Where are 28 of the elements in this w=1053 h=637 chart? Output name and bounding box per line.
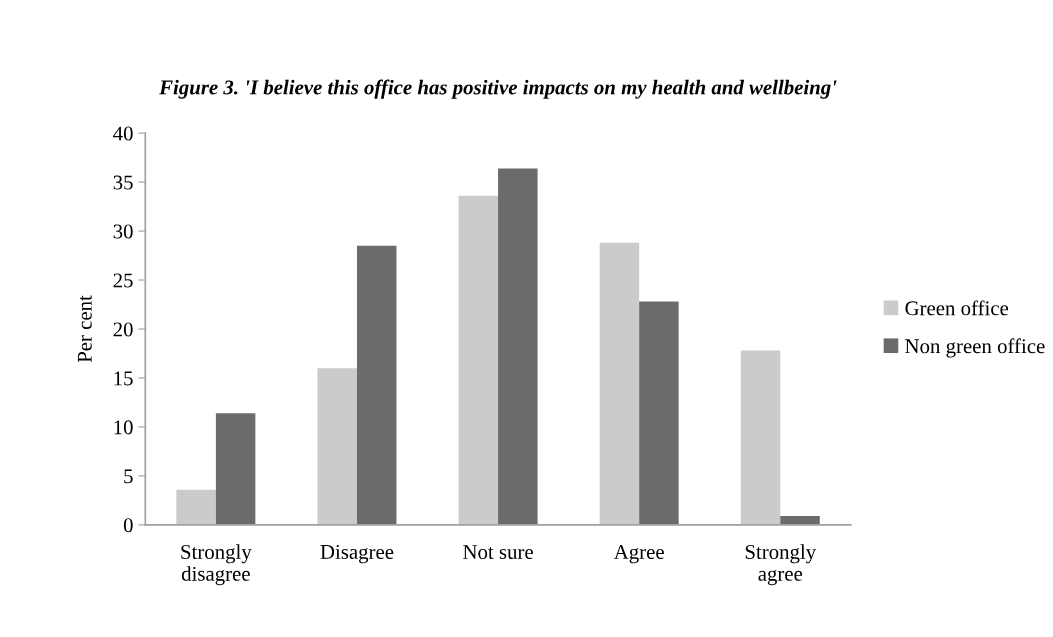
bar bbox=[599, 242, 640, 525]
bar bbox=[780, 516, 820, 525]
chart-title: Figure 3. 'I believe this office has positive impacts on my health and wellbeing' bbox=[159, 79, 837, 99]
bar bbox=[356, 245, 397, 525]
y-tick-label: 30 bbox=[113, 224, 133, 239]
y-tick-label: 20 bbox=[113, 322, 133, 337]
y-tick-label: 15 bbox=[114, 371, 133, 386]
y-axis-title: Per cent bbox=[77, 295, 92, 363]
x-tick-label: Not sure bbox=[463, 545, 533, 559]
bar bbox=[176, 489, 216, 525]
y-tick-label: 35 bbox=[113, 175, 133, 190]
bar bbox=[215, 413, 256, 525]
legend-label: Non green office bbox=[905, 338, 1045, 358]
y-tick-label: 5 bbox=[124, 469, 133, 484]
bar bbox=[458, 195, 499, 525]
y-tick-label: 40 bbox=[113, 126, 133, 141]
y-tick-label: 10 bbox=[114, 420, 133, 435]
y-tick-label: 25 bbox=[113, 273, 133, 288]
bar bbox=[317, 368, 357, 525]
x-tick-label: Disagree bbox=[320, 544, 394, 564]
bar bbox=[639, 301, 679, 525]
x-tick-label: Strongly disagree bbox=[181, 544, 252, 586]
legend-label: Green office bbox=[905, 300, 1009, 316]
x-tick-label: Agree bbox=[613, 544, 664, 564]
bar bbox=[498, 168, 538, 525]
x-tick-label: Strongly agree bbox=[745, 544, 817, 586]
y-tick-label: 0 bbox=[123, 518, 133, 533]
bar bbox=[740, 350, 781, 525]
